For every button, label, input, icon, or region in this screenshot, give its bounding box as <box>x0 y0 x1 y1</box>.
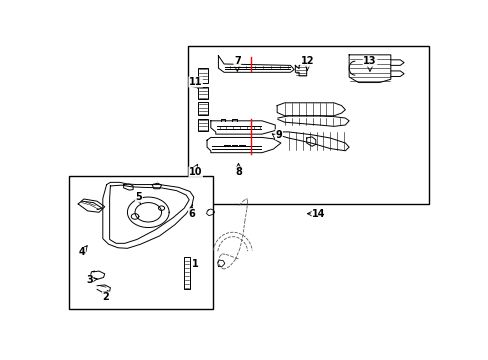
Text: 9: 9 <box>275 130 282 140</box>
Text: 13: 13 <box>363 56 376 66</box>
Bar <box>198 119 207 131</box>
Bar <box>184 257 189 288</box>
Text: 5: 5 <box>135 192 142 202</box>
Bar <box>198 87 207 99</box>
Text: 12: 12 <box>300 56 314 66</box>
Text: 3: 3 <box>86 275 93 285</box>
Text: 10: 10 <box>188 167 202 177</box>
Text: 8: 8 <box>235 167 242 177</box>
Text: 2: 2 <box>102 292 109 302</box>
Text: 7: 7 <box>233 56 240 66</box>
Text: 14: 14 <box>311 209 325 219</box>
Bar <box>188 46 428 204</box>
Text: 6: 6 <box>188 209 195 219</box>
Bar <box>198 68 207 84</box>
Bar <box>68 176 212 309</box>
Text: 1: 1 <box>192 258 199 269</box>
Text: 11: 11 <box>188 77 202 87</box>
Bar <box>198 102 207 115</box>
Text: 4: 4 <box>79 247 85 257</box>
